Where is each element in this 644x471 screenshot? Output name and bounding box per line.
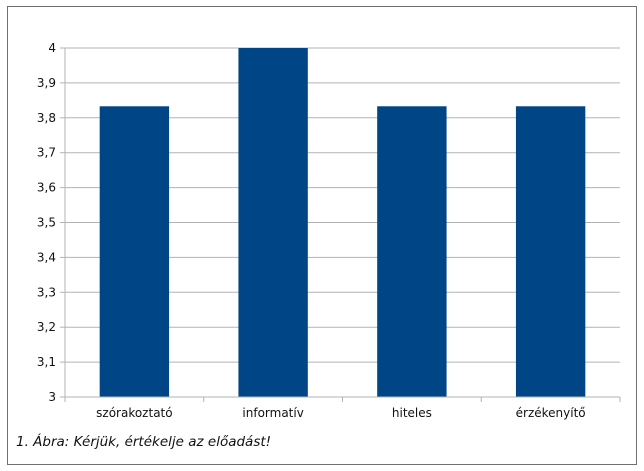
tick-labels: 3 3,1 3,2 3,3 3,4 3,5 3,6 3,7 3,8 3,9 4 szórakoztat… bbox=[37, 41, 586, 420]
x-category-label: informatív bbox=[242, 406, 303, 420]
y-tick-label: 4 bbox=[48, 41, 56, 55]
x-category-label: érzékenyítő bbox=[516, 406, 586, 420]
axes bbox=[60, 47, 621, 402]
y-tick-label: 3 bbox=[48, 390, 56, 404]
bar-2 bbox=[238, 48, 308, 397]
y-tick-label: 3,7 bbox=[37, 146, 56, 160]
y-tick-label: 3,1 bbox=[37, 355, 56, 369]
y-tick-label: 3,3 bbox=[37, 285, 56, 299]
y-tick-label: 3,9 bbox=[37, 76, 56, 90]
bar-3 bbox=[377, 106, 447, 398]
bar-4 bbox=[515, 106, 586, 398]
y-tick-label: 3,2 bbox=[37, 320, 56, 334]
y-tick-label: 3,5 bbox=[37, 216, 56, 230]
x-category-label: szórakoztató bbox=[96, 406, 172, 420]
x-category-label: hiteles bbox=[392, 406, 432, 420]
figure-caption: 1. Ábra: Kérjük, értékelje az előadást! bbox=[16, 434, 272, 450]
y-tick-label: 3,4 bbox=[37, 250, 56, 264]
bar-1 bbox=[99, 106, 170, 398]
y-tick-label: 3,6 bbox=[37, 181, 56, 195]
y-tick-label: 3,8 bbox=[37, 111, 56, 125]
bars bbox=[99, 48, 586, 398]
